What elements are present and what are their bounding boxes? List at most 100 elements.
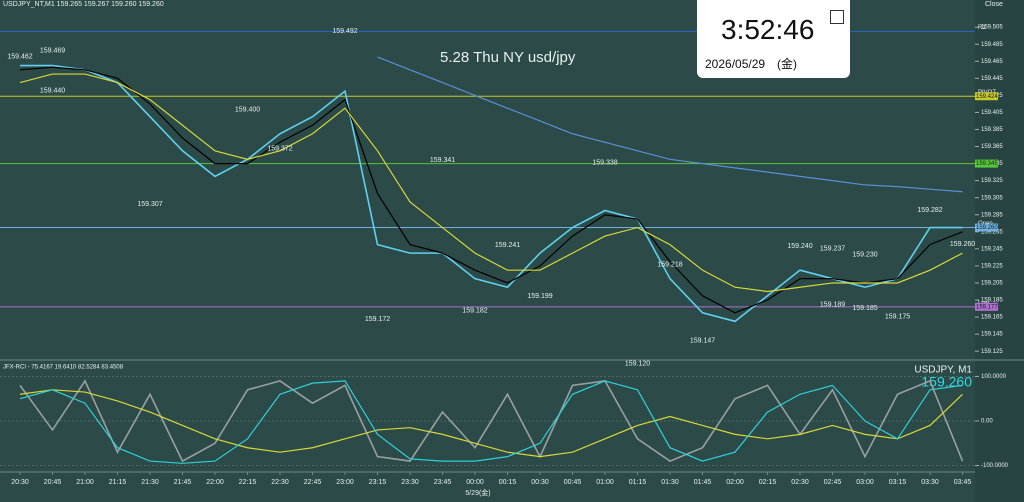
y-tick-label: 159.465 <box>981 59 1003 65</box>
rci-title: JFX-RCI - 75.4167 19.6410 82.5284 83.450… <box>3 365 124 371</box>
x-tick-label: 20:30 <box>11 479 29 486</box>
x-tick-label: 00:45 <box>564 479 582 486</box>
price-annotation: 159.199 <box>527 293 552 300</box>
y-tick-label: 159.145 <box>981 332 1003 338</box>
x-tick-label: 22:15 <box>239 479 257 486</box>
x-tick-label: 21:00 <box>76 479 94 486</box>
price-annotation: 159.462 <box>7 54 32 61</box>
clock: 3:52:46 2026/05/29 (金) <box>697 0 850 78</box>
y-tick-label: 159.385 <box>981 127 1003 133</box>
x-tick-label: 00:15 <box>499 479 517 486</box>
symbol: USDJPY, M1 <box>914 365 972 376</box>
price-annotation: 159.307 <box>137 201 162 208</box>
price-annotation: 159.492 <box>332 28 357 35</box>
y-tick-label: -100.0000 <box>981 463 1009 469</box>
price-annotation: 159.338 <box>592 159 617 166</box>
price-annotation: 159.469 <box>40 48 65 55</box>
corner-label: Close <box>985 1 1003 8</box>
x-tick-label: 02:30 <box>791 479 809 486</box>
x-tick-label: 22:00 <box>206 479 224 486</box>
price-annotation: 159.440 <box>40 87 65 94</box>
level-label: 159.260 <box>976 225 998 231</box>
price-annotation: 159.230 <box>852 251 877 258</box>
x-tick-label: 21:30 <box>141 479 159 486</box>
x-tick-label: 23:45 <box>434 479 452 486</box>
x-tick-label: 02:15 <box>759 479 777 486</box>
level-tag <box>975 302 998 311</box>
x-tick-label: 01:30 <box>661 479 679 486</box>
price-annotation: 159.175 <box>885 313 910 320</box>
series-line <box>19 380 963 464</box>
x-tick-label: 00:00 <box>466 479 484 486</box>
level-tag <box>975 159 998 168</box>
header: USDJPY_NT,M1 159.265 159.267 159.260 159… <box>3 1 164 8</box>
x-tick-label: 23:30 <box>401 479 419 486</box>
level-tag <box>975 92 998 101</box>
x-tick-label: 01:15 <box>629 479 647 486</box>
x-tick-label: 00:30 <box>531 479 549 486</box>
price-annotation: 159.341 <box>430 157 455 164</box>
x-tick-label: 03:15 <box>889 479 907 486</box>
series-line <box>20 64 963 323</box>
level-name: R1 <box>978 25 986 31</box>
y-tick-label: 159.445 <box>981 76 1003 82</box>
x-tick-label: 22:45 <box>304 479 322 486</box>
price-annotation: 159.400 <box>235 107 260 114</box>
price-annotation: 159.241 <box>495 242 520 249</box>
series-line <box>377 56 963 193</box>
note: 5.28 Thu NY usd/jpy <box>440 49 576 66</box>
level-label: 159.345 <box>976 161 998 167</box>
x-tick-label: 21:15 <box>109 479 127 486</box>
x-tick-label: 20:45 <box>44 479 62 486</box>
x-tick-label: 02:00 <box>726 479 744 486</box>
y-tick-label: 159.305 <box>981 195 1003 201</box>
clock-date: 2026/05/29 (金) <box>705 57 798 71</box>
level-label: 159.424 <box>976 94 998 100</box>
y-tick-label: 159.185 <box>981 298 1003 304</box>
y-tick-label: 159.205 <box>981 281 1003 287</box>
price-annotation: 159.185 <box>852 305 877 312</box>
price-annotation: 159.282 <box>917 207 942 214</box>
y-tick-label: 159.505 <box>981 25 1003 31</box>
series-line <box>19 73 963 293</box>
level-tag <box>975 223 998 232</box>
x-tick-label: 01:00 <box>596 479 614 486</box>
y-tick-label: 159.285 <box>981 212 1003 218</box>
clock-icon[interactable] <box>830 10 844 24</box>
y-tick-label: 159.225 <box>981 263 1003 269</box>
series-line <box>19 66 963 314</box>
series-line <box>19 379 964 463</box>
y-tick-label: 159.325 <box>981 178 1003 184</box>
y-tick-label: 159.405 <box>981 110 1003 116</box>
price-annotation: 159.120 <box>625 360 650 367</box>
price-annotation: 159.218 <box>657 262 682 269</box>
y-tick-label: 159.485 <box>981 42 1003 48</box>
y-tick-label: 0.00 <box>981 419 993 425</box>
price-annotation: 159.260 <box>950 241 975 248</box>
x-tick-label: 01:45 <box>694 479 712 486</box>
x-tick-label: 03:00 <box>856 479 874 486</box>
y-tick-label: 159.245 <box>981 246 1003 252</box>
y-tick-label: 159.125 <box>981 349 1003 355</box>
x-tick-label: 03:30 <box>921 479 939 486</box>
level-label: 159.177 <box>976 304 998 310</box>
x-tick-label: 21:45 <box>174 479 192 486</box>
y-tick-label: 159.365 <box>981 144 1003 150</box>
series-line <box>19 389 963 458</box>
x-tick-label: 02:45 <box>824 479 842 486</box>
x-tick-label: 22:30 <box>271 479 289 486</box>
price-annotation: 159.240 <box>787 243 812 250</box>
x-tick-label: 23:00 <box>336 479 354 486</box>
x-tick-label: 03:45 <box>954 479 972 486</box>
price-annotation: 159.147 <box>690 337 715 344</box>
price-annotation: 159.372 <box>267 145 292 152</box>
y-tick-label: 159.165 <box>981 315 1003 321</box>
price-annotation: 159.182 <box>462 307 487 314</box>
y-tick-label: 159.265 <box>981 229 1003 235</box>
x-tick-label: 23:15 <box>369 479 387 486</box>
price-axis-bg <box>975 0 1024 502</box>
y-tick-label: 100.0000 <box>981 374 1007 380</box>
